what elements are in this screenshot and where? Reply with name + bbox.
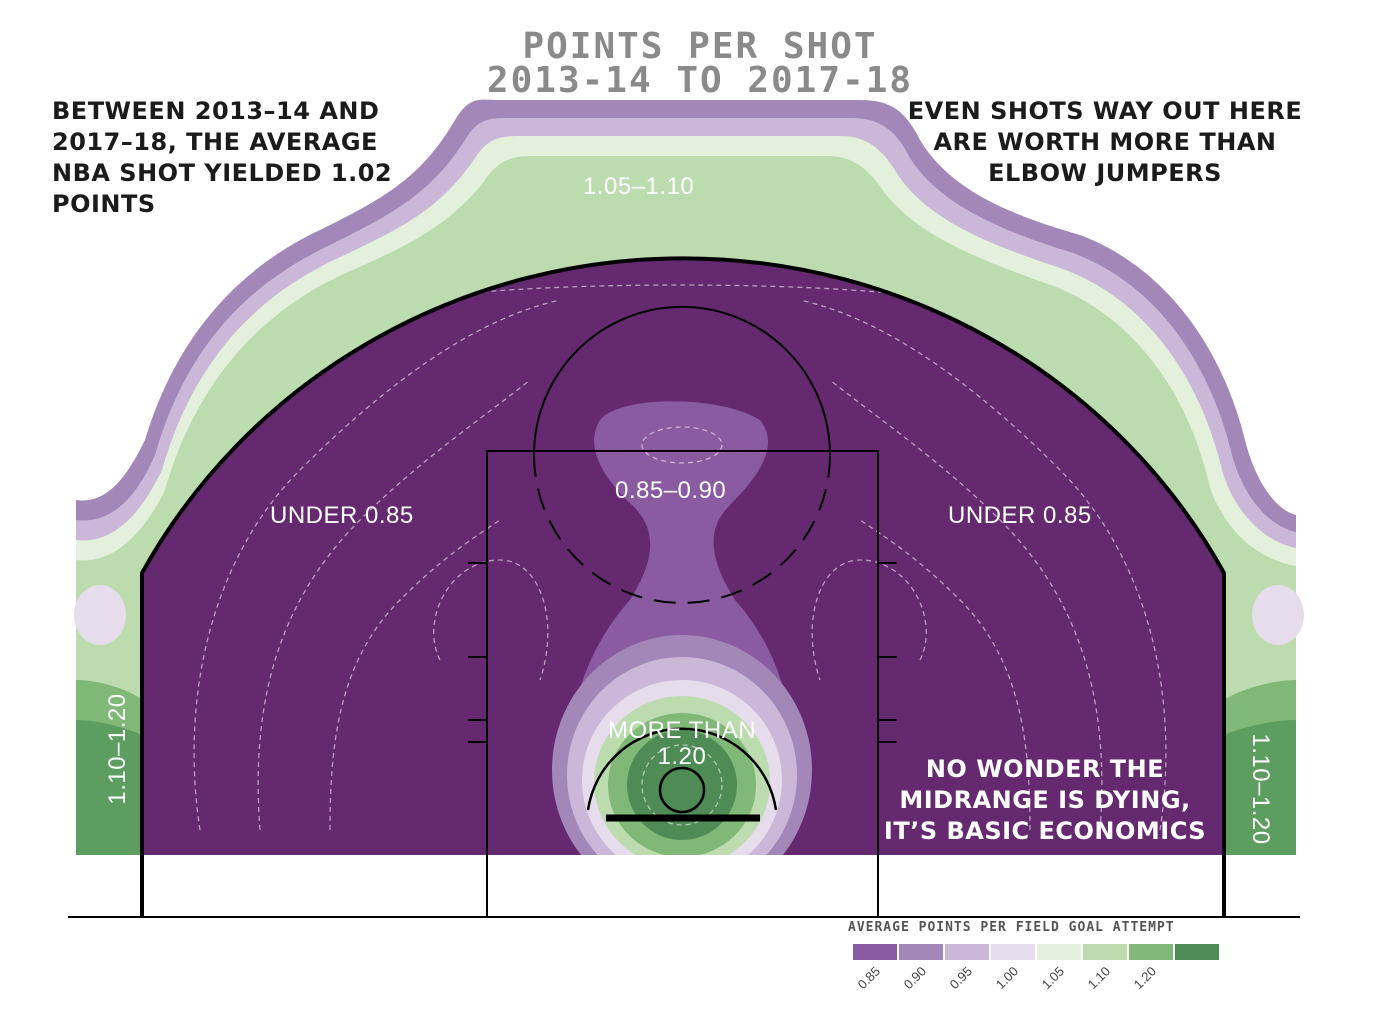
court-lines xyxy=(68,256,1300,918)
legend-swatch-1.00 xyxy=(991,944,1035,960)
annotation-bottom-right: NO WONDER THE MIDRANGE IS DYING, IT’S BA… xyxy=(883,755,1207,845)
chart-title-line-2: 2013-14 TO 2017-18 xyxy=(486,60,914,101)
zone-label-top-key: 0.85–0.90 xyxy=(615,477,727,504)
legend-tick-label: 0.90 xyxy=(901,964,930,993)
outer-band-darkgreen-left xyxy=(76,720,142,855)
legend-tick-label: 1.05 xyxy=(1039,964,1068,993)
legend-swatch-1.05 xyxy=(1037,944,1081,960)
chart-title-line-1: POINTS PER SHOT xyxy=(522,26,878,67)
three-point-line xyxy=(140,256,1226,917)
zone-label-above-break: 1.05–1.10 xyxy=(583,173,695,200)
legend-swatch-1.10 xyxy=(1083,944,1127,960)
legend-tick-label: 1.00 xyxy=(993,964,1022,993)
free-throw-circle-bottom xyxy=(533,454,831,604)
rim xyxy=(658,766,706,814)
zone-label-left-midrange: UNDER 0.85 xyxy=(270,502,414,529)
legend: 0.85 0.90 0.95 1.00 1.05 1.10 1.20 xyxy=(853,944,1219,992)
legend-swatch-top xyxy=(1175,944,1219,960)
legend-title: AVERAGE POINTS PER FIELD GOAL ATTEMPT xyxy=(848,920,1175,935)
zone-label-left-corner: 1.10–1.20 xyxy=(104,693,131,805)
zone-label-restricted-area: MORE THAN 1.20 xyxy=(607,717,757,770)
zone-label-right-midrange: UNDER 0.85 xyxy=(948,502,1092,529)
legend-swatch-1.20 xyxy=(1129,944,1173,960)
outer-band-darkgreen-right xyxy=(1224,720,1296,855)
legend-tick-label: 1.20 xyxy=(1131,964,1160,993)
legend-tick-label: 1.10 xyxy=(1085,964,1114,993)
annotation-top-left: BETWEEN 2013–14 AND 2017–18, THE AVERAGE… xyxy=(52,97,393,218)
legend-tick-label: 0.95 xyxy=(947,964,976,993)
corner-light-spot-right xyxy=(1252,585,1304,645)
legend-tick-label: 0.85 xyxy=(855,964,884,993)
free-throw-circle-top xyxy=(533,306,831,456)
legend-swatch-0.85 xyxy=(853,944,897,960)
zone-label-right-corner: 1.10–1.20 xyxy=(1247,733,1274,845)
legend-swatch-0.90 xyxy=(899,944,943,960)
annotation-top-right: EVEN SHOTS WAY OUT HERE ARE WORTH MORE T… xyxy=(907,97,1303,187)
rim-band-top xyxy=(627,730,737,840)
restricted-arc xyxy=(586,727,778,811)
corner-light-spot-left xyxy=(74,585,126,645)
legend-swatch-0.95 xyxy=(945,944,989,960)
